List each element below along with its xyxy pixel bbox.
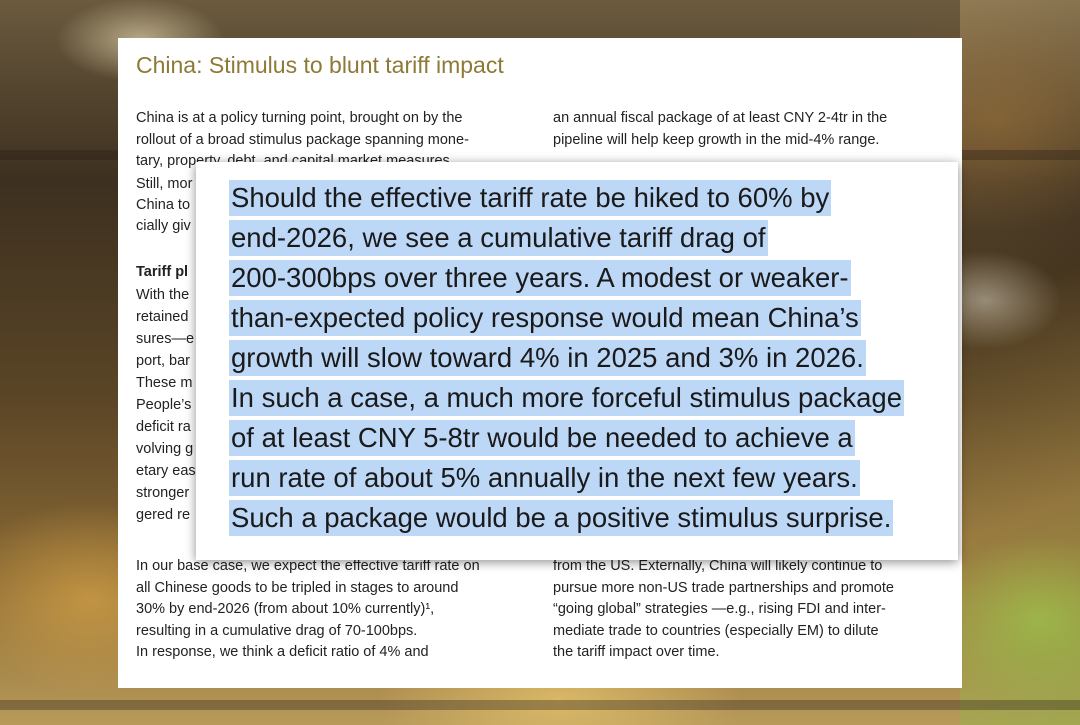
highlighted-line: Such a package would be a positive stimu… — [229, 498, 949, 538]
highlighted-line: of at least CNY 5-8tr would be needed to… — [229, 418, 949, 458]
text-fragment: volving g — [136, 441, 194, 457]
background-light-streak — [960, 0, 1080, 725]
subheading-text: Tariff pl — [136, 264, 189, 280]
text-fragment: These m — [136, 375, 193, 391]
text-fragment: China to — [136, 197, 191, 213]
highlighted-line: Should the effective tariff rate be hike… — [229, 178, 949, 218]
background-rail — [0, 700, 1080, 710]
highlighted-line: end-2026, we see a cumulative tariff dra… — [229, 218, 949, 258]
text-line: pursue more non-US trade partnerships an… — [553, 579, 894, 596]
highlighted-quote-text: Should the effective tariff rate be hike… — [229, 178, 949, 538]
highlight: of at least CNY 5-8tr would be needed to… — [229, 420, 855, 456]
text-line: 30% by end-2026 (from about 10% currentl… — [136, 601, 435, 617]
subheading-fragment: Tariff pl — [136, 264, 188, 280]
text-line: rollout of a broad stimulus package span… — [136, 131, 469, 148]
text-line: In response, we think a deficit ratio of… — [136, 644, 429, 660]
text-line: “going global” strategies —e.g., rising … — [553, 601, 886, 617]
text-line: resulting in a cumulative drag of 70-100… — [136, 622, 418, 639]
text-line: In our base case, we expect the effectiv… — [136, 558, 480, 574]
text-fragment: cially giv — [136, 218, 191, 234]
highlight: Such a package would be a positive stimu… — [229, 500, 894, 536]
highlight: Should the effective tariff rate be hike… — [229, 180, 832, 216]
highlighted-quote-callout: Should the effective tariff rate be hike… — [196, 162, 958, 560]
text-fragment: etary eas — [136, 463, 196, 479]
text-fragment: port, bar — [136, 353, 190, 369]
text-fragment: Still, mor — [136, 176, 193, 192]
highlight: In such a case, a much more forceful sti… — [229, 380, 905, 416]
highlight: 200-300bps over three years. A modest or… — [229, 260, 851, 296]
highlighted-line: growth will slow toward 4% in 2025 and 3… — [229, 338, 949, 378]
highlighted-line: run rate of about 5% annually in the nex… — [229, 458, 949, 498]
highlight: end-2026, we see a cumulative tariff dra… — [229, 220, 768, 256]
text-fragment: retained — [136, 309, 189, 325]
text-line: an annual fiscal package of at least CNY… — [553, 110, 888, 126]
text-fragment: gered re — [136, 507, 191, 523]
highlight: run rate of about 5% annually in the nex… — [229, 460, 860, 496]
page-title: China: Stimulus to blunt tariff impact — [136, 52, 504, 78]
text-line: the tariff impact over time. — [553, 644, 720, 660]
text-fragment: deficit ra — [136, 419, 191, 435]
highlighted-line: 200-300bps over three years. A modest or… — [229, 258, 949, 298]
text-line: pipeline will help keep growth in the mi… — [553, 131, 880, 148]
text-line: all Chinese goods to be tripled in stage… — [136, 579, 459, 596]
text-fragment: sures—e — [136, 331, 195, 347]
text-line: from the US. Externally, China will like… — [553, 558, 883, 574]
highlight: growth will slow toward 4% in 2025 and 3… — [229, 340, 866, 376]
text-line: China is at a policy turning point, brou… — [136, 110, 463, 126]
right-column-intro: an annual fiscal package of at least CNY… — [553, 108, 948, 151]
highlighted-line: In such a case, a much more forceful sti… — [229, 378, 949, 418]
highlight: than-expected policy response would mean… — [229, 300, 861, 336]
highlighted-line: than-expected policy response would mean… — [229, 298, 949, 338]
text-fragment: With the — [136, 287, 190, 303]
right-column-external: from the US. Externally, China will like… — [553, 556, 948, 664]
left-column-base-case: In our base case, we expect the effectiv… — [136, 556, 526, 664]
text-line: mediate trade to countries (especially E… — [553, 622, 879, 639]
text-fragment: stronger — [136, 485, 190, 501]
text-fragment: People’s — [136, 397, 192, 413]
